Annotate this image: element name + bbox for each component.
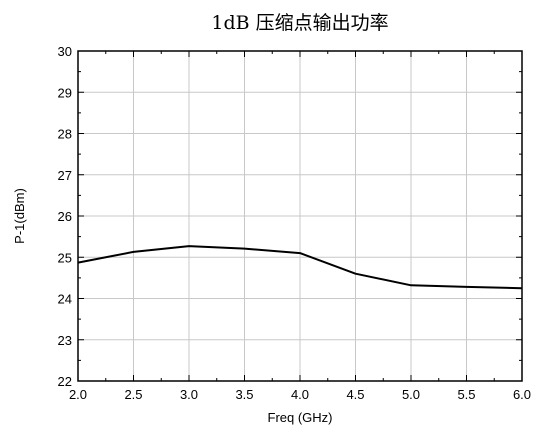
x-tick-label: 2.0	[69, 387, 87, 402]
y-tick-label: 28	[58, 127, 72, 142]
x-tick-label: 3.5	[235, 387, 253, 402]
x-tick-label: 4.5	[346, 387, 364, 402]
x-tick-label: 2.5	[124, 387, 142, 402]
x-tick-labels: 2.0 2.5 3.0 3.5 4.0 4.5 5.0 5.5 6.0	[69, 387, 531, 402]
y-tick-label: 26	[58, 209, 72, 224]
x-tick-label: 5.0	[402, 387, 420, 402]
y-tick-label: 25	[58, 250, 72, 265]
chart-title: 1dB 压缩点输出功率	[211, 12, 389, 34]
y-tick-label: 22	[58, 374, 72, 389]
y-tick-labels: 22 23 24 25 26 27 28 29 30	[58, 44, 72, 389]
y-tick-label: 29	[58, 85, 72, 100]
series-line-0	[77, 245, 523, 290]
x-tick-label: 5.5	[457, 387, 475, 402]
y-tick-label: 27	[58, 168, 72, 183]
y-tick-label: 24	[58, 292, 72, 307]
y-axis-label: P-1(dBm)	[12, 188, 27, 244]
series-group	[77, 245, 523, 290]
y-tick-label: 23	[58, 333, 72, 348]
ticks	[77, 50, 523, 382]
x-axis-label: Freq (GHz)	[268, 410, 333, 425]
y-tick-label: 30	[58, 44, 72, 59]
grid	[78, 51, 522, 381]
x-tick-label: 6.0	[513, 387, 531, 402]
x-tick-label: 3.0	[180, 387, 198, 402]
x-tick-label: 4.0	[291, 387, 309, 402]
